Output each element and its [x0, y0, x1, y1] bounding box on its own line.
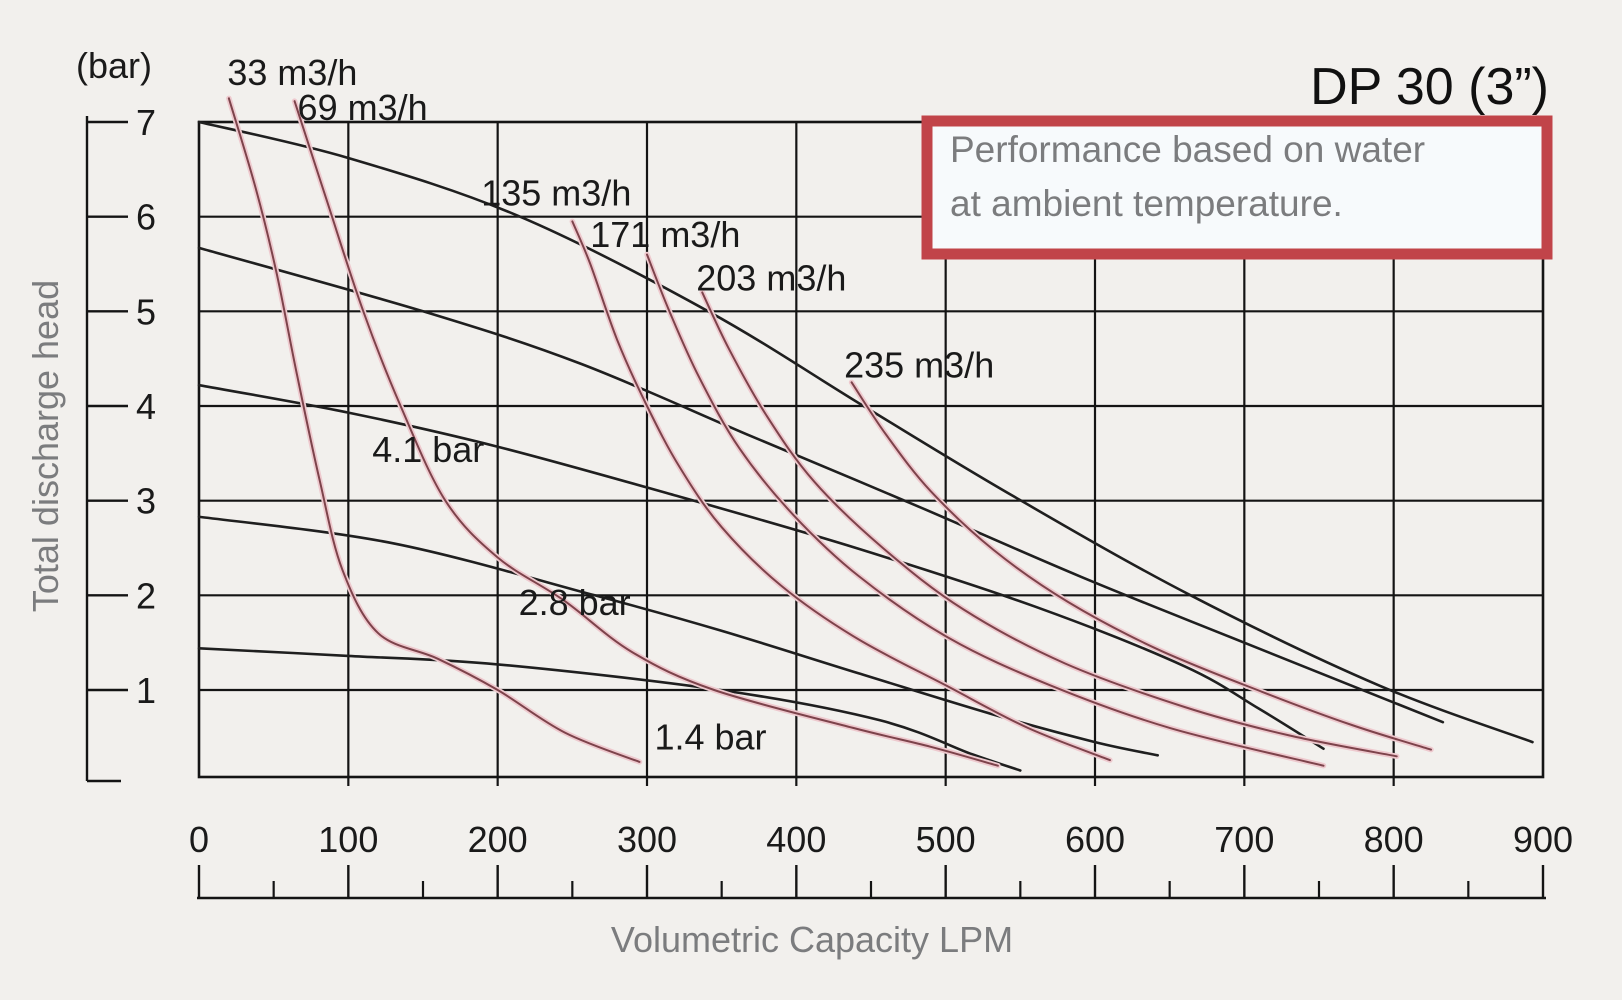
x-tick-label: 900 [1513, 819, 1573, 860]
curve-label-consumption-171: 171 m3/h [590, 214, 740, 255]
curve-label-pressure-1-4: 1.4 bar [654, 717, 766, 758]
curve-label-consumption-135: 135 m3/h [481, 172, 631, 213]
curve-label-pressure-2-8: 2.8 bar [519, 582, 631, 623]
y-tick-label: 3 [136, 481, 156, 522]
x-tick-label: 500 [916, 819, 976, 860]
plot-border [197, 120, 1545, 779]
x-tick-label: 300 [617, 819, 677, 860]
x-tick-label: 200 [468, 819, 528, 860]
y-tick-label: 7 [136, 102, 156, 143]
x-axis-title: Volumetric Capacity LPM [611, 919, 1013, 960]
y-tick-label: 1 [136, 670, 156, 711]
curve-consumption-171 [646, 253, 1325, 767]
curve-pressure-2-8 [197, 515, 1159, 757]
curve-pressure-5-5 [197, 246, 1445, 724]
note-border [921, 115, 1553, 260]
performance-curves [197, 95, 1534, 772]
y-axis-title: Total discharge head [25, 280, 66, 612]
curve-consumption-203 [701, 291, 1398, 758]
note-line-2: at ambient temperature. [950, 183, 1343, 224]
x-tick-label: 800 [1364, 819, 1424, 860]
y-tick-label: 6 [136, 197, 156, 238]
curve-consumption-33 [227, 97, 641, 763]
y-axis-unit: (bar) [76, 45, 152, 86]
y-tick-label: 5 [136, 291, 156, 332]
chart-title: DP 30 (3”) [1310, 58, 1549, 116]
performance-note: Performance based on water at ambient te… [921, 115, 1553, 260]
x-tick-label: 100 [318, 819, 378, 860]
curve-label-consumption-203: 203 m3/h [696, 258, 846, 299]
x-tick-label: 700 [1214, 819, 1274, 860]
x-tick-label: 400 [766, 819, 826, 860]
curve-consumption-235 [850, 381, 1432, 751]
x-axis-ruler: 0 100 200 300 400 500 600 700 800 900 [189, 819, 1573, 900]
note-line-1: Performance based on water [950, 129, 1425, 170]
curve-pressure-1-4 [197, 647, 1022, 772]
y-tick-label: 4 [136, 386, 156, 427]
curve-label-consumption-33: 33 m3/h [227, 52, 357, 93]
y-axis-ruler: 1 2 3 4 5 6 7 [85, 102, 156, 783]
x-tick-label: 0 [189, 819, 209, 860]
curve-consumption-69 [293, 100, 999, 767]
curve-label-consumption-69: 69 m3/h [298, 87, 428, 128]
x-tick-label: 600 [1065, 819, 1125, 860]
curve-label-consumption-235: 235 m3/h [844, 345, 994, 386]
y-tick-label: 2 [136, 575, 156, 616]
curve-label-pressure-4-1: 4.1 bar [372, 429, 484, 470]
curve-consumption-135 [571, 220, 1111, 762]
